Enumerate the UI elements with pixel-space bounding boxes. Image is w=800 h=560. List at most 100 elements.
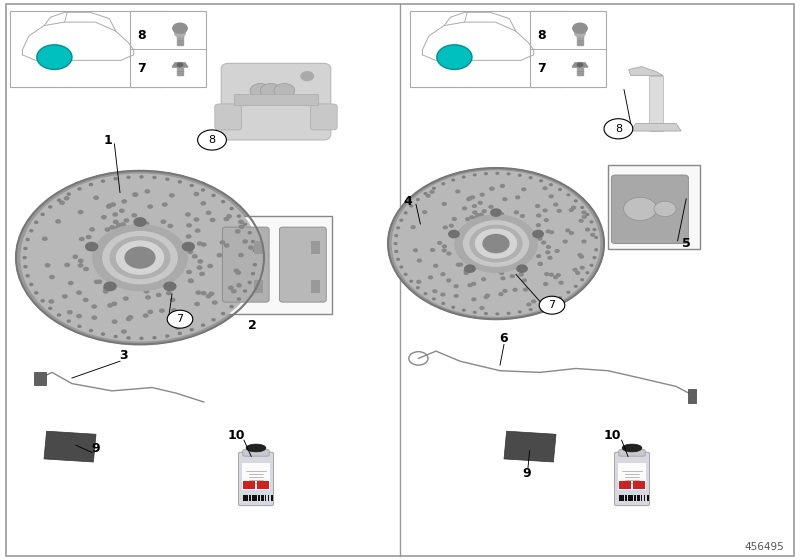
Circle shape	[546, 230, 550, 233]
Circle shape	[443, 226, 447, 229]
Bar	[242, 463, 270, 490]
Text: 2: 2	[249, 319, 257, 333]
FancyBboxPatch shape	[310, 104, 338, 130]
Circle shape	[144, 222, 149, 225]
Circle shape	[174, 30, 186, 37]
Circle shape	[162, 203, 167, 206]
Bar	[177, 30, 183, 45]
Bar	[34, 372, 46, 385]
Circle shape	[122, 200, 126, 203]
Circle shape	[178, 332, 182, 334]
Circle shape	[224, 217, 229, 221]
Circle shape	[121, 223, 126, 226]
Circle shape	[77, 291, 82, 294]
Circle shape	[122, 330, 126, 333]
Circle shape	[426, 194, 430, 197]
Circle shape	[454, 285, 458, 288]
Circle shape	[30, 230, 33, 232]
Circle shape	[67, 311, 72, 314]
Circle shape	[479, 213, 483, 216]
Circle shape	[501, 277, 505, 279]
Circle shape	[93, 225, 187, 291]
Circle shape	[21, 174, 259, 341]
Circle shape	[78, 264, 82, 267]
Circle shape	[434, 264, 438, 267]
Circle shape	[544, 219, 548, 221]
Bar	[622, 495, 624, 501]
Circle shape	[134, 218, 146, 226]
Circle shape	[92, 305, 97, 308]
Circle shape	[168, 225, 173, 227]
Circle shape	[574, 268, 577, 271]
Circle shape	[111, 203, 115, 206]
Circle shape	[536, 205, 540, 207]
Circle shape	[106, 228, 110, 231]
Circle shape	[239, 225, 243, 228]
Circle shape	[538, 237, 542, 240]
Circle shape	[206, 295, 210, 298]
Circle shape	[102, 333, 105, 335]
Circle shape	[112, 302, 117, 305]
Text: 10: 10	[603, 429, 621, 442]
Bar	[254, 280, 262, 293]
Text: 7: 7	[549, 300, 555, 310]
Text: 8: 8	[538, 29, 546, 42]
Circle shape	[37, 45, 72, 69]
Bar	[250, 495, 251, 501]
Circle shape	[550, 273, 554, 276]
Circle shape	[170, 194, 174, 197]
Circle shape	[496, 313, 498, 315]
Circle shape	[200, 272, 204, 276]
Circle shape	[157, 293, 161, 297]
Circle shape	[77, 315, 82, 318]
Circle shape	[67, 320, 70, 322]
Circle shape	[58, 199, 61, 201]
Circle shape	[574, 200, 577, 202]
Bar	[649, 76, 663, 131]
Circle shape	[570, 209, 573, 211]
Circle shape	[395, 235, 398, 236]
Circle shape	[148, 310, 153, 314]
Circle shape	[210, 292, 214, 295]
Circle shape	[34, 292, 38, 294]
Circle shape	[480, 193, 484, 196]
Circle shape	[475, 229, 517, 258]
Circle shape	[254, 264, 256, 265]
Circle shape	[468, 284, 472, 287]
Circle shape	[586, 213, 589, 216]
Bar	[311, 241, 320, 254]
Circle shape	[78, 211, 83, 213]
Circle shape	[86, 236, 91, 239]
Circle shape	[388, 168, 604, 319]
Text: 1: 1	[104, 133, 112, 147]
Circle shape	[153, 337, 156, 339]
Circle shape	[441, 273, 445, 276]
Circle shape	[175, 326, 180, 329]
Bar	[688, 389, 696, 403]
Circle shape	[410, 281, 413, 282]
Text: 9: 9	[92, 441, 100, 455]
Circle shape	[582, 216, 586, 218]
Polygon shape	[44, 431, 96, 462]
Circle shape	[472, 282, 476, 285]
Circle shape	[222, 200, 225, 203]
Circle shape	[478, 202, 482, 204]
Circle shape	[550, 231, 554, 234]
Circle shape	[465, 265, 475, 272]
Circle shape	[186, 213, 190, 216]
Circle shape	[414, 249, 418, 251]
Circle shape	[126, 318, 131, 320]
Circle shape	[507, 312, 510, 314]
Circle shape	[182, 242, 194, 251]
Bar	[258, 481, 269, 488]
Circle shape	[580, 267, 584, 269]
Circle shape	[503, 198, 507, 200]
Circle shape	[114, 178, 117, 180]
Circle shape	[581, 207, 583, 208]
Bar	[234, 95, 318, 105]
Circle shape	[484, 296, 488, 298]
Circle shape	[462, 176, 465, 178]
Circle shape	[424, 193, 426, 194]
Circle shape	[26, 274, 29, 277]
Circle shape	[470, 226, 522, 262]
